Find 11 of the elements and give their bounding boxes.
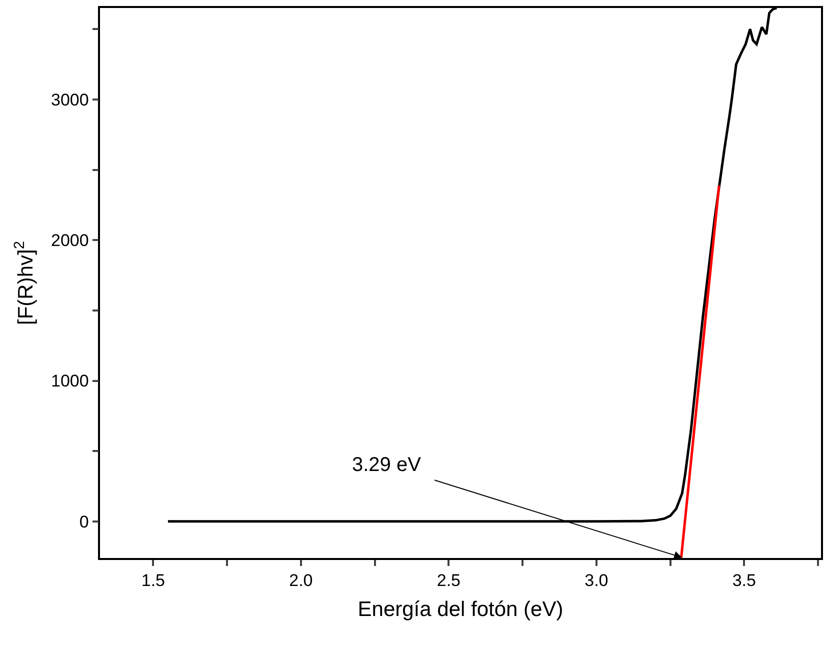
- y-tick-label: 3000: [51, 90, 89, 110]
- annotation: 3.29 eV: [352, 454, 422, 476]
- x-tick-label: 2.0: [289, 571, 313, 590]
- y-tick-label: 1000: [51, 372, 89, 391]
- x-axis-title: Energía del fotón (eV): [358, 598, 564, 621]
- x-tick-label: 1.5: [141, 571, 166, 590]
- x-tick-label: 3.0: [584, 571, 608, 590]
- x-tick-label: 2.5: [436, 571, 460, 590]
- x-tick-label: 3.5: [732, 571, 756, 590]
- y-tick-label: 0: [79, 512, 89, 532]
- y-tick-label: 2000: [51, 231, 89, 250]
